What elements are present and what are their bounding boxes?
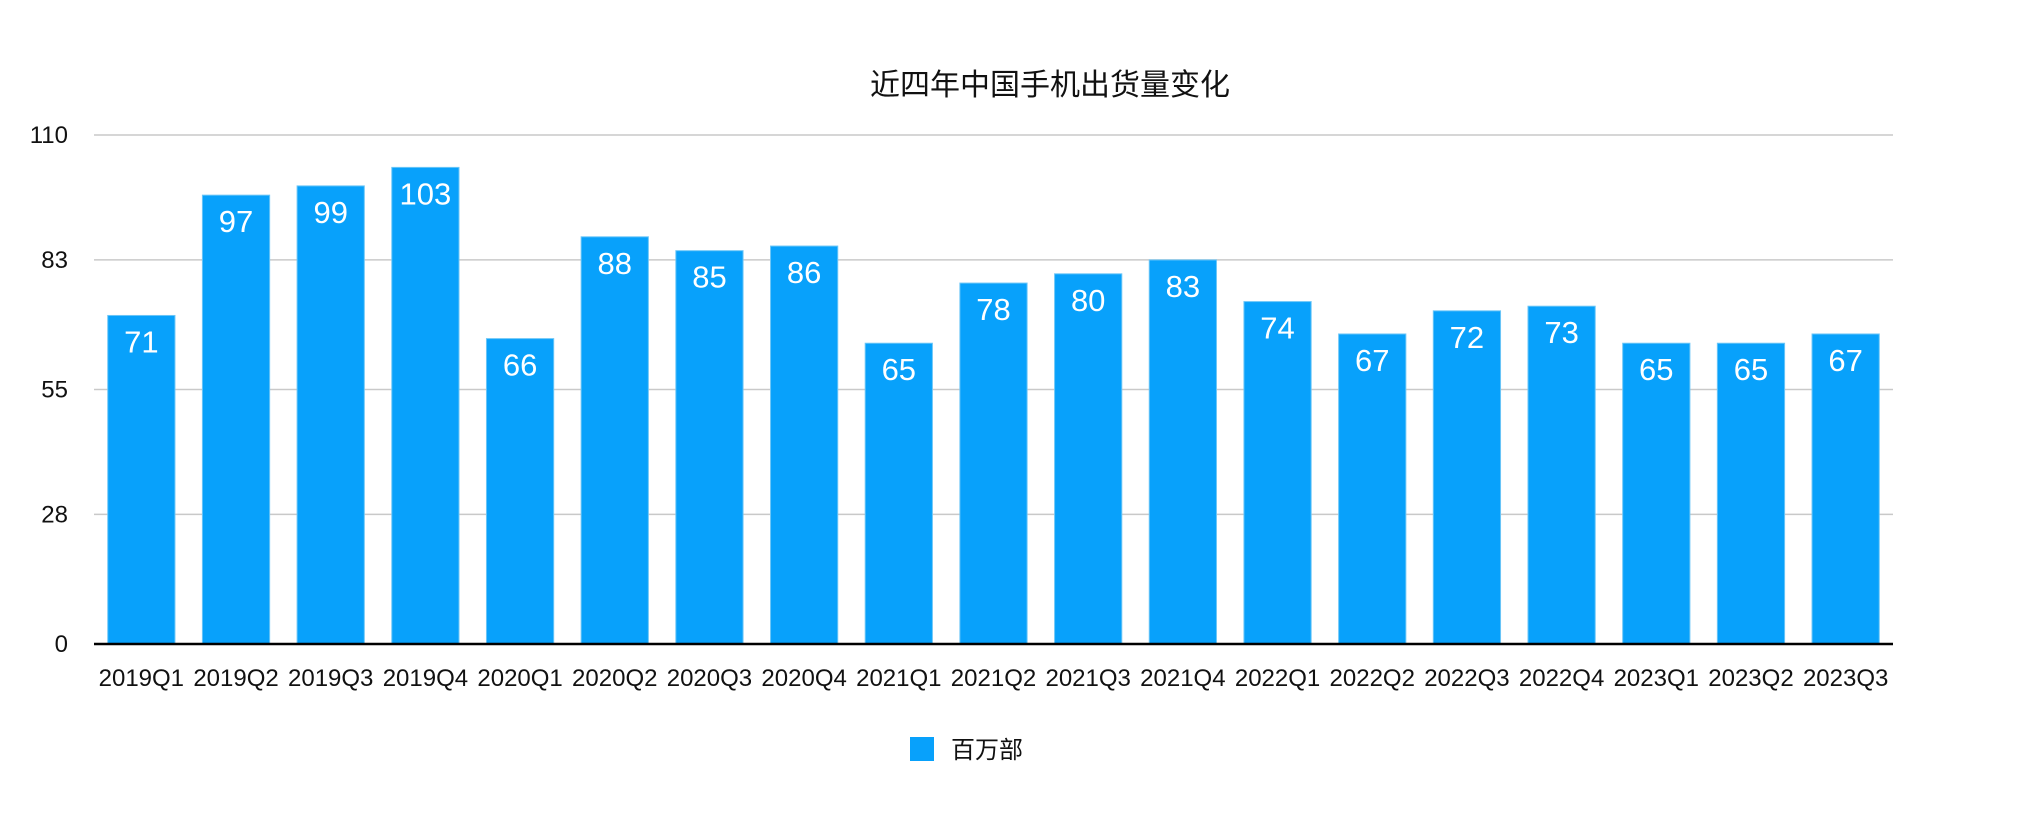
- data-labels: 71 97 99 103 66 88 85 86 65 78 80 83 74 67 72 73 65 65 67: [124, 176, 1863, 387]
- x-tick-label: 2019Q2: [193, 665, 278, 692]
- bar-2022Q2: [1338, 333, 1407, 645]
- bar-2023Q2: [1716, 342, 1786, 645]
- data-label-2019Q2: 97: [219, 204, 253, 239]
- data-label-2021Q2: 78: [976, 292, 1010, 327]
- x-tick-label: 2019Q1: [99, 665, 184, 692]
- x-tick-label: 2020Q1: [477, 665, 562, 692]
- data-label-2023Q2: 65: [1734, 352, 1768, 387]
- x-tick-label: 2020Q4: [761, 665, 846, 692]
- legend-label: 百万部: [951, 736, 1023, 764]
- legend: 百万部: [910, 736, 1023, 764]
- bar-2020Q4: [770, 245, 839, 645]
- data-label-2022Q3: 72: [1450, 320, 1484, 355]
- bar-2019Q1: [107, 314, 176, 645]
- bar-2021Q4: [1148, 259, 1217, 645]
- x-tick-label: 2020Q3: [667, 665, 752, 692]
- x-tick-label: 2021Q2: [951, 665, 1036, 692]
- data-label-2021Q1: 65: [882, 352, 916, 387]
- x-axis-tick-labels: 2019Q1 2019Q2 2019Q3 2019Q4 2020Q1 2020Q2 2020…: [99, 665, 1889, 692]
- x-tick-label: 2020Q2: [572, 665, 657, 692]
- x-tick-label: 2021Q4: [1140, 665, 1225, 692]
- data-label-2020Q4: 86: [787, 255, 821, 290]
- data-label-2020Q1: 66: [503, 348, 537, 383]
- data-label-2022Q1: 74: [1260, 311, 1294, 346]
- bar-2022Q3: [1432, 310, 1502, 645]
- x-tick-label: 2019Q3: [288, 665, 373, 692]
- bar-2019Q2: [201, 194, 271, 645]
- bars: [107, 166, 1880, 645]
- bar-2023Q1: [1622, 342, 1691, 645]
- data-label-2020Q3: 85: [692, 260, 726, 295]
- x-tick-label: 2022Q1: [1235, 665, 1320, 692]
- data-label-2023Q3: 67: [1828, 343, 1862, 378]
- data-label-2019Q4: 103: [400, 176, 452, 211]
- y-tick-label: 28: [41, 501, 68, 528]
- y-tick-label: 55: [41, 377, 68, 404]
- bar-2020Q1: [485, 338, 555, 645]
- x-tick-label: 2023Q3: [1803, 665, 1888, 692]
- bar-2020Q2: [580, 236, 649, 645]
- bar-2019Q3: [296, 185, 365, 645]
- x-tick-label: 2022Q3: [1424, 665, 1509, 692]
- bar-2022Q1: [1243, 301, 1312, 645]
- x-tick-label: 2023Q2: [1708, 665, 1793, 692]
- x-tick-label: 2022Q2: [1330, 665, 1415, 692]
- bar-2021Q2: [959, 282, 1028, 645]
- data-label-2022Q4: 73: [1544, 315, 1578, 350]
- x-tick-label: 2021Q1: [856, 665, 941, 692]
- data-label-2023Q1: 65: [1639, 352, 1673, 387]
- data-label-2019Q3: 99: [313, 195, 347, 230]
- data-label-2020Q2: 88: [598, 246, 632, 281]
- x-tick-label: 2023Q1: [1614, 665, 1699, 692]
- legend-swatch: [910, 737, 934, 761]
- bar-2023Q3: [1811, 333, 1880, 645]
- bar-2021Q1: [864, 342, 933, 645]
- data-label-2021Q4: 83: [1166, 269, 1200, 304]
- y-tick-label: 0: [55, 631, 68, 658]
- bar-2019Q4: [391, 166, 460, 645]
- y-axis-tick-labels: 0 28 55 83 110: [30, 122, 68, 658]
- x-tick-label: 2022Q4: [1519, 665, 1604, 692]
- data-label-2021Q3: 80: [1071, 283, 1105, 318]
- bar-2020Q3: [675, 250, 744, 645]
- data-label-2019Q1: 71: [124, 324, 158, 359]
- y-tick-label: 110: [30, 122, 68, 149]
- x-tick-label: 2019Q4: [383, 665, 468, 692]
- chart-title: 近四年中国手机出货量变化: [870, 68, 1230, 103]
- data-label-2022Q2: 67: [1355, 343, 1389, 378]
- y-tick-label: 83: [41, 247, 68, 274]
- bar-2022Q4: [1527, 305, 1596, 645]
- x-tick-label: 2021Q3: [1045, 665, 1130, 692]
- bar-2021Q3: [1054, 273, 1123, 645]
